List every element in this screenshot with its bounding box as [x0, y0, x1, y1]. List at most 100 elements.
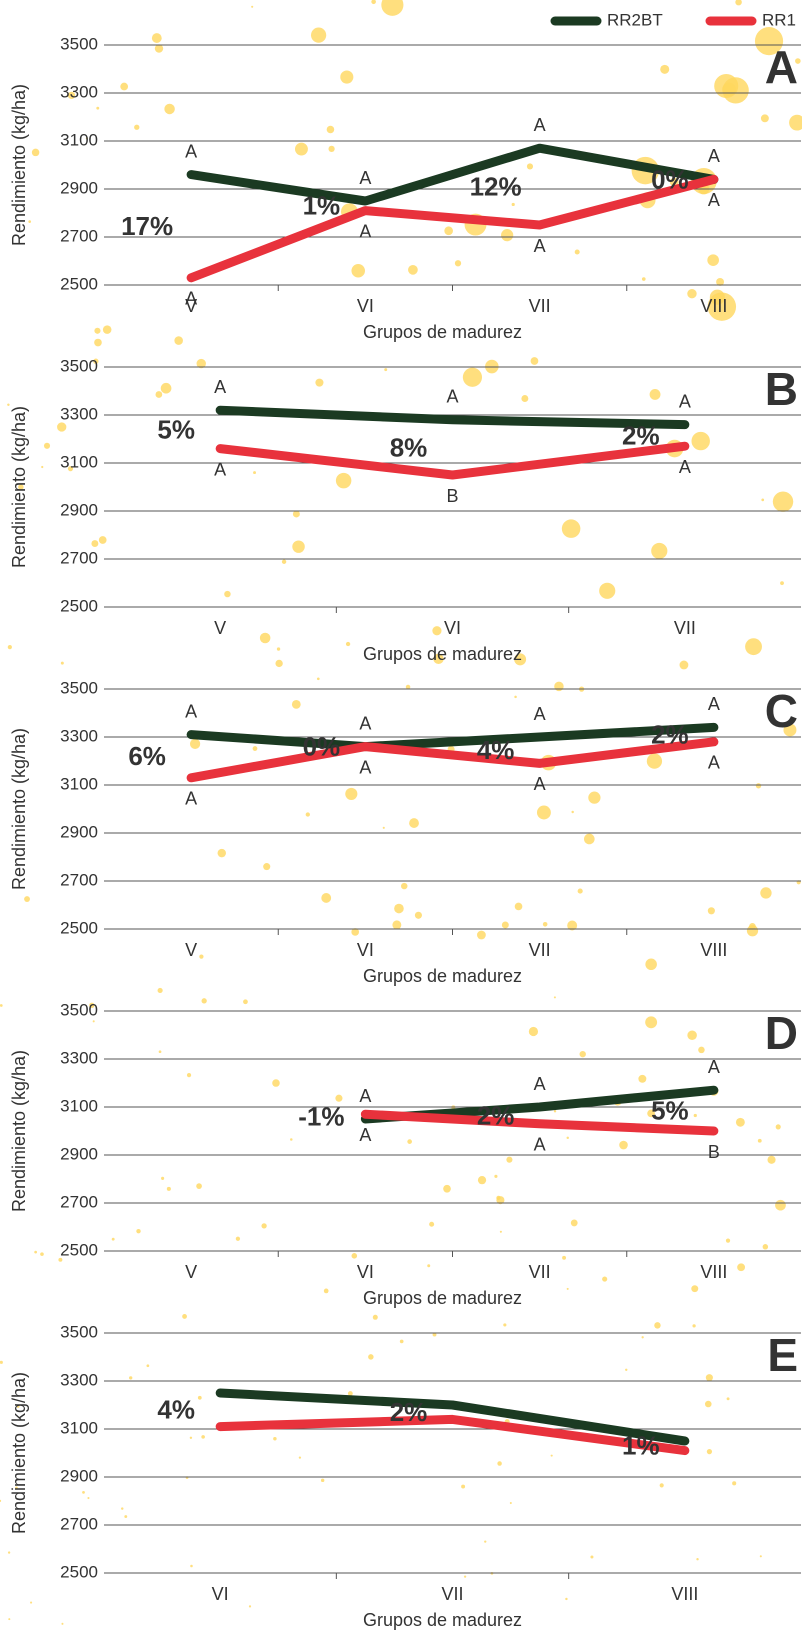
dot: [157, 987, 163, 994]
dot: [94, 338, 102, 347]
panel-label: A: [765, 41, 798, 93]
dot: [647, 1109, 655, 1118]
dot: [461, 1484, 466, 1489]
significance-letter: A: [708, 753, 720, 773]
y-tick-label: 2500: [60, 596, 98, 615]
dot: [409, 818, 419, 828]
y-tick-label: 2900: [60, 1144, 98, 1163]
significance-letter: A: [359, 757, 371, 777]
significance-letter: A: [708, 694, 720, 714]
difference-label: 0%: [651, 164, 689, 194]
dot: [7, 403, 10, 406]
dot: [553, 996, 556, 999]
dot: [705, 1374, 713, 1382]
dot: [579, 1050, 586, 1058]
dot: [201, 998, 207, 1004]
dot: [290, 1138, 293, 1141]
y-tick-label: 2700: [60, 1192, 98, 1211]
significance-letter: A: [214, 377, 226, 397]
x-tick-label: VI: [444, 618, 461, 638]
dot: [745, 638, 762, 656]
x-axis-label: Grupos de madurez: [363, 644, 522, 664]
dot: [351, 928, 360, 936]
dot: [182, 1314, 187, 1319]
dot: [687, 288, 697, 299]
dot: [429, 1221, 435, 1227]
dot: [351, 263, 366, 278]
x-tick-label: VI: [357, 1262, 374, 1282]
dot: [399, 1339, 404, 1344]
dot: [641, 277, 646, 281]
y-tick-label: 3300: [60, 404, 98, 423]
dot: [530, 357, 539, 365]
dot: [160, 382, 172, 394]
x-tick-label: VII: [441, 1584, 463, 1604]
dot: [772, 491, 794, 512]
difference-label: 1%: [622, 1431, 660, 1461]
dot: [67, 466, 74, 472]
dot: [561, 519, 581, 538]
dot: [732, 1481, 737, 1486]
x-tick-label: V: [185, 296, 197, 316]
series-line: [360, 1109, 719, 1136]
dot: [660, 64, 670, 74]
dot: [134, 124, 140, 130]
significance-letter: A: [359, 221, 371, 241]
dot: [124, 1515, 128, 1518]
dot: [550, 1454, 553, 1457]
y-tick-label: 3300: [60, 726, 98, 745]
dot: [562, 1255, 567, 1260]
dot: [82, 1490, 85, 1494]
y-axis-label: Rendimiento (kg/ha): [9, 1050, 29, 1212]
dot: [18, 484, 24, 490]
dot: [292, 540, 305, 553]
dot: [224, 590, 231, 598]
dot: [565, 1597, 568, 1601]
dot: [514, 653, 527, 666]
dot: [494, 1174, 498, 1178]
significance-letter: A: [185, 789, 197, 809]
dot: [444, 226, 453, 236]
dot: [476, 930, 486, 940]
x-axis-label: Grupos de madurez: [363, 1610, 522, 1630]
significance-letter: A: [359, 713, 371, 733]
dot: [679, 660, 689, 670]
dot: [506, 1156, 513, 1163]
dot: [351, 1253, 358, 1259]
dot: [691, 431, 710, 451]
dot: [645, 1016, 658, 1029]
significance-letter: A: [534, 1135, 546, 1155]
dot: [704, 1400, 712, 1408]
dot: [795, 58, 801, 64]
dot: [761, 498, 765, 502]
dot: [161, 1176, 165, 1180]
significance-letter: B: [446, 486, 458, 506]
dot: [345, 641, 351, 647]
dot: [746, 925, 759, 937]
dot: [189, 738, 201, 749]
significance-letter: A: [359, 1086, 371, 1106]
dot: [669, 177, 679, 187]
dot: [340, 70, 354, 84]
y-tick-label: 2700: [60, 870, 98, 889]
dot: [60, 661, 64, 665]
dot: [588, 791, 601, 804]
dot: [698, 1046, 705, 1054]
dot: [102, 325, 112, 334]
y-tick-label: 3500: [60, 356, 98, 375]
y-tick-label: 2900: [60, 500, 98, 519]
y-tick-label: 3300: [60, 82, 98, 101]
x-tick-label: VIII: [700, 296, 727, 316]
dot: [294, 142, 308, 156]
y-tick-label: 3100: [60, 452, 98, 471]
dot: [321, 893, 332, 903]
panel-label: C: [765, 685, 798, 737]
dot: [514, 695, 517, 699]
dot: [281, 559, 287, 564]
dot: [735, 1117, 745, 1127]
dot: [335, 1094, 343, 1102]
series-line: [215, 405, 690, 430]
dot: [217, 848, 226, 858]
difference-label: -1%: [298, 1101, 344, 1131]
dot: [316, 677, 320, 681]
